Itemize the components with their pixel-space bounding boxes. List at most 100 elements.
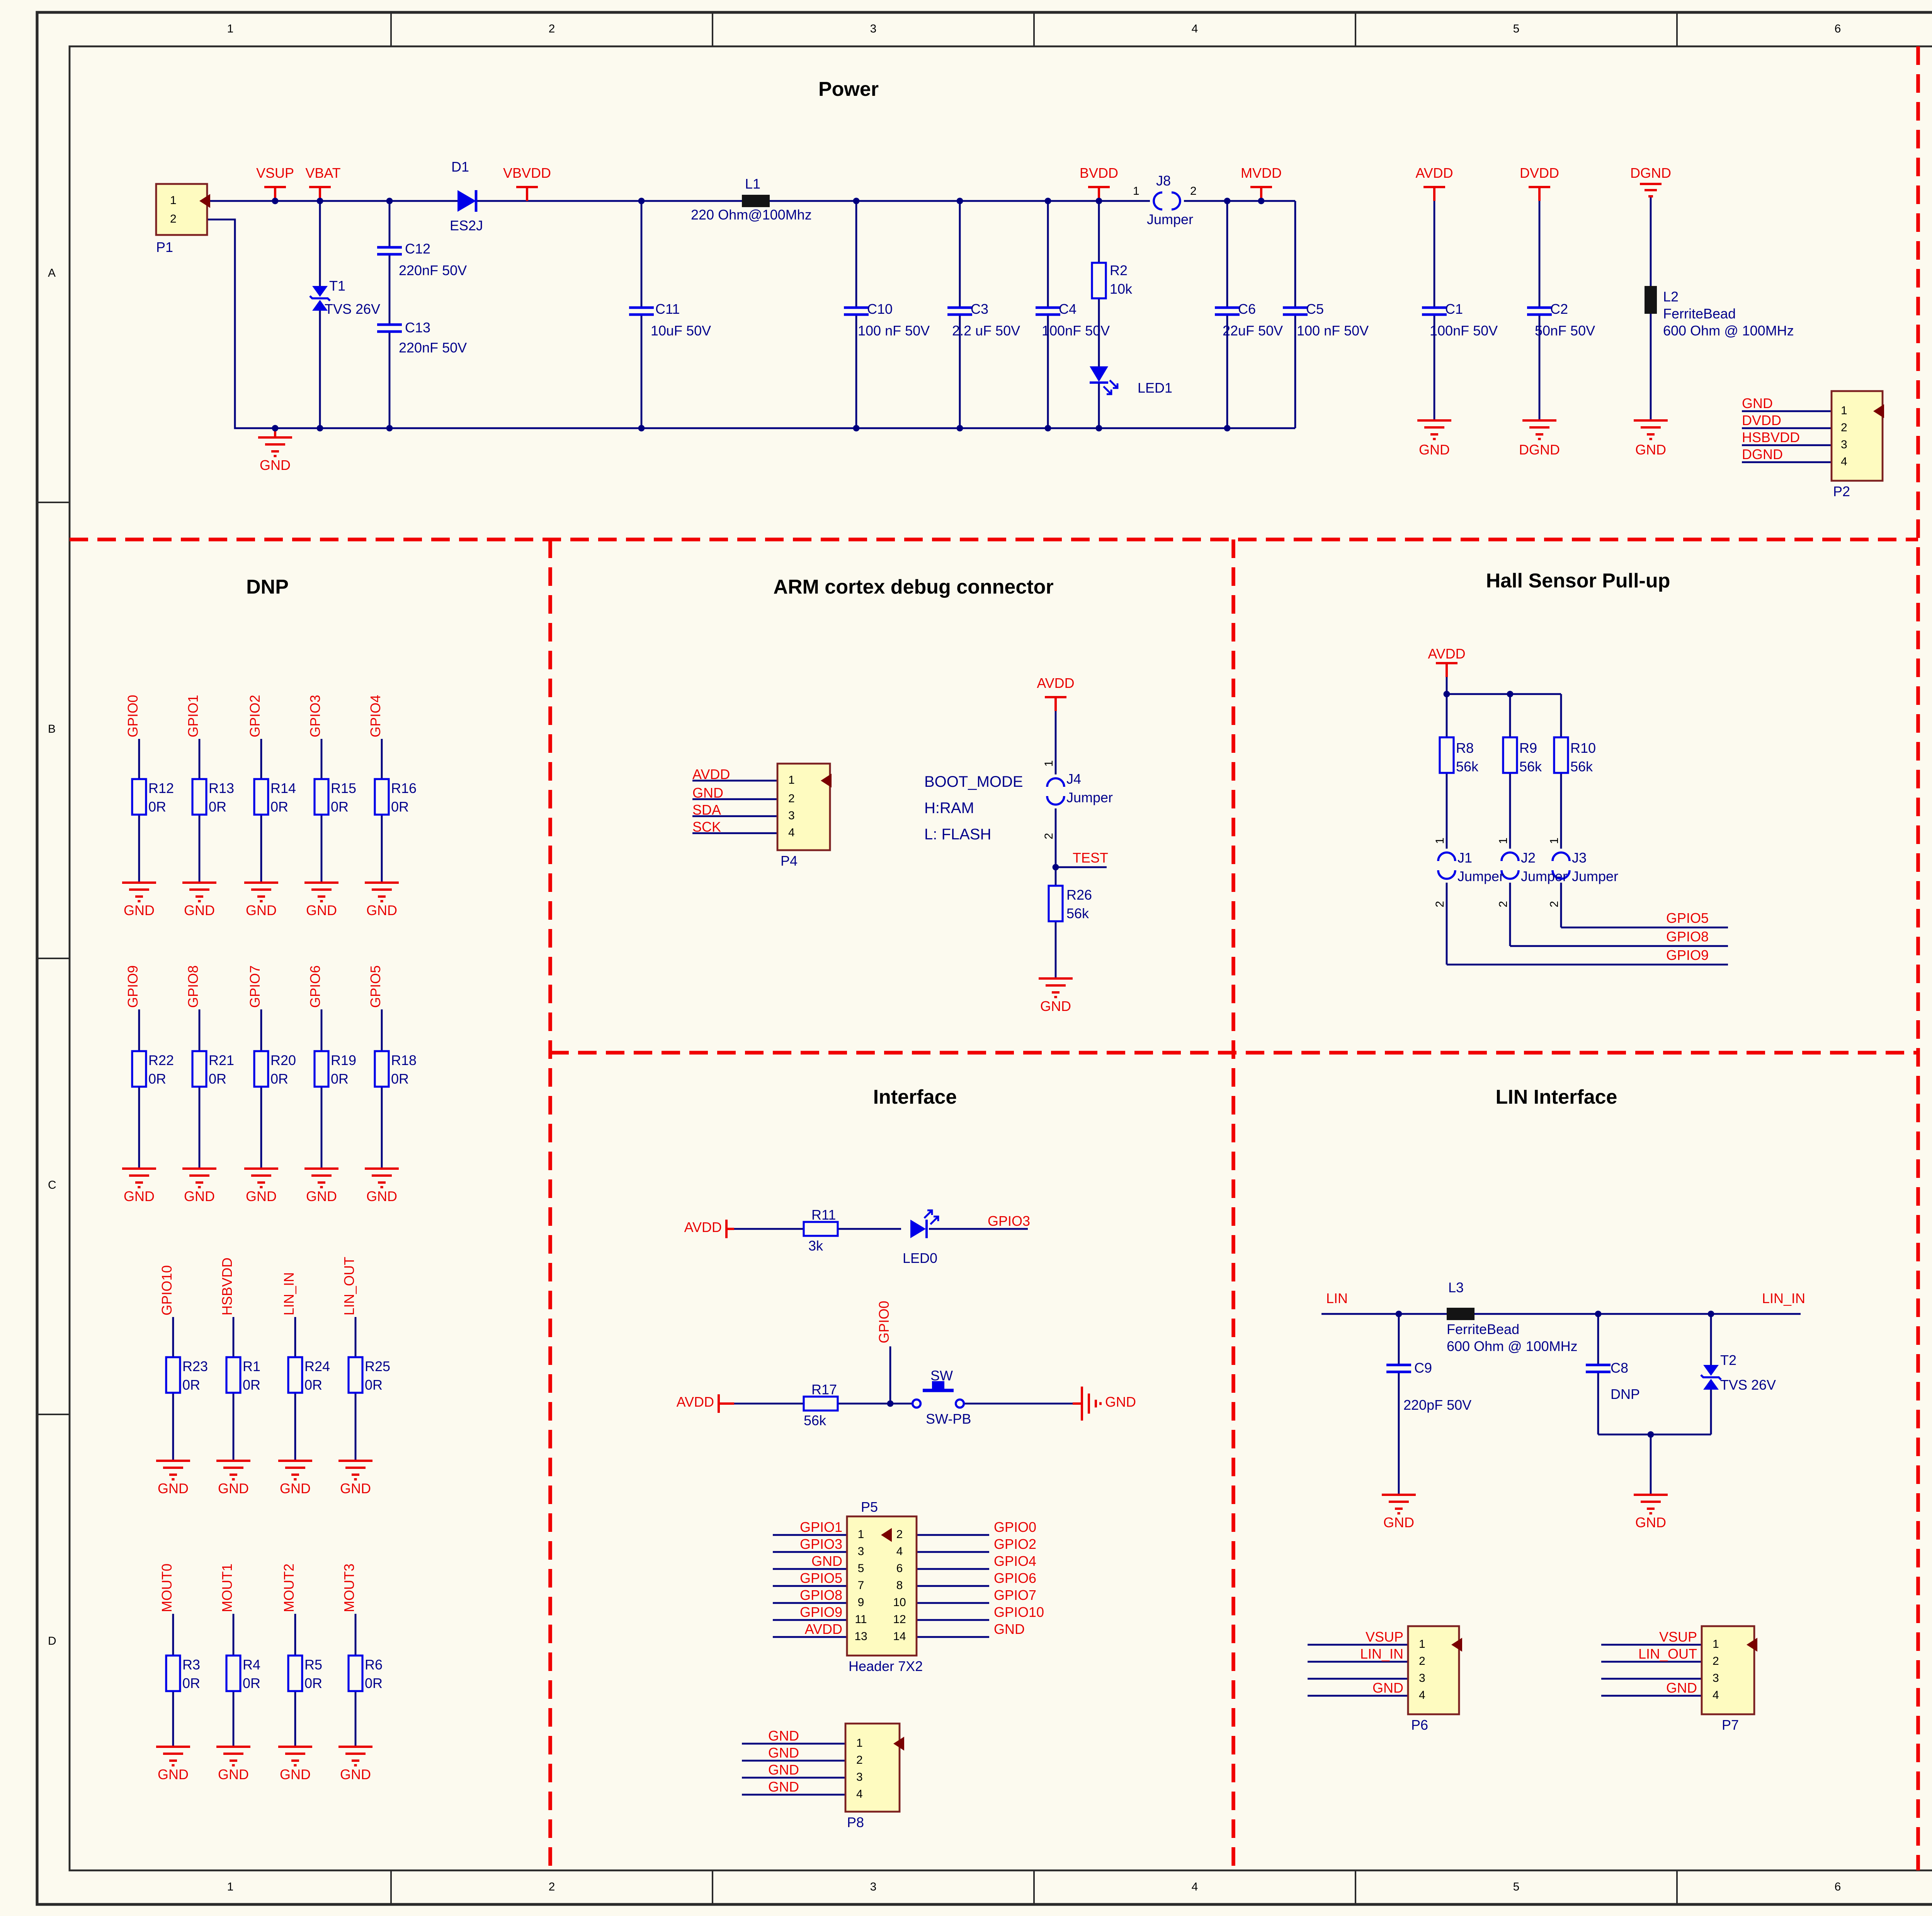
note-boot-l: L: FLASH xyxy=(924,827,992,844)
connector-p2[interactable] xyxy=(1830,390,1884,482)
val-c3: 2.2 uF 50V xyxy=(952,323,1020,339)
tvs-t2[interactable] xyxy=(1701,1365,1721,1390)
jumper-j8[interactable] xyxy=(1154,192,1180,209)
connector-p6[interactable] xyxy=(1407,1625,1460,1715)
ref-j4: J4 xyxy=(1066,771,1082,787)
net-label: GPIO5 xyxy=(1666,910,1709,926)
net-label-lin: LIN xyxy=(1326,1291,1348,1306)
led-led1[interactable] xyxy=(1090,366,1117,394)
connector-p8[interactable] xyxy=(844,1722,901,1813)
cap-c2[interactable] xyxy=(1527,308,1552,315)
connector-p4[interactable] xyxy=(776,762,831,851)
res-r11[interactable] xyxy=(804,1222,838,1236)
jumper-j4[interactable] xyxy=(1047,778,1064,805)
res-r17[interactable] xyxy=(804,1397,838,1411)
power-components[interactable] xyxy=(310,190,1657,394)
pin-number: 2 xyxy=(1042,833,1056,839)
ref: R12 xyxy=(148,781,174,796)
val-c13: 220nF 50V xyxy=(399,340,467,356)
net-label: GPIO2 xyxy=(994,1537,1037,1552)
connector-p1[interactable] xyxy=(155,183,208,236)
ref-p8: P8 xyxy=(847,1815,864,1830)
pin-number: 1 xyxy=(1496,837,1510,844)
switch-sw[interactable] xyxy=(911,1381,965,1409)
res-r8[interactable] xyxy=(1440,737,1454,773)
ref-r10: R10 xyxy=(1570,740,1596,756)
cap-c11[interactable] xyxy=(629,308,654,315)
res-r2[interactable] xyxy=(1092,263,1106,298)
power-connectors[interactable] xyxy=(155,183,1884,482)
pin-number: 2 xyxy=(170,212,177,226)
val-c8: DNP xyxy=(1611,1387,1640,1402)
val-c4: 100nF 50V xyxy=(1042,323,1110,339)
gnd-label: GND xyxy=(1383,1515,1414,1530)
pin-number: 4 xyxy=(856,1787,863,1801)
net-label: GND xyxy=(1742,396,1773,411)
val-jumper: Jumper xyxy=(1572,869,1619,884)
ferrite-l2[interactable] xyxy=(1645,286,1657,314)
ref: R6 xyxy=(365,1657,383,1673)
val: 0R xyxy=(182,1676,201,1691)
net-label: GND xyxy=(768,1762,799,1778)
connector-p7[interactable] xyxy=(1701,1625,1755,1715)
ref: R1 xyxy=(243,1359,261,1374)
net-label-test: TEST xyxy=(1073,850,1109,866)
cap-c13[interactable] xyxy=(377,325,402,332)
ref-r8: R8 xyxy=(1456,740,1474,756)
ref-c8: C8 xyxy=(1611,1360,1629,1376)
arm-components[interactable] xyxy=(776,762,1064,921)
ref-r9: R9 xyxy=(1519,740,1537,756)
grid-col: 4 xyxy=(1191,22,1198,36)
cap-c4[interactable] xyxy=(1036,308,1060,315)
connector-p5[interactable] xyxy=(846,1515,918,1657)
net-label: GPIO8 xyxy=(1666,929,1709,944)
val-r17: 56k xyxy=(804,1413,827,1428)
cap-c12[interactable] xyxy=(377,247,402,254)
cap-c1[interactable] xyxy=(1422,308,1447,315)
cap-c3[interactable] xyxy=(947,308,972,315)
gnd-label: GND xyxy=(366,903,397,918)
pin-number: 10 xyxy=(893,1595,906,1609)
ref-d1: D1 xyxy=(451,159,469,175)
pin-number: 2 xyxy=(1713,1654,1719,1668)
gnd-label: GND xyxy=(1040,999,1071,1014)
ref: R15 xyxy=(331,781,357,796)
res-r9[interactable] xyxy=(1503,737,1517,773)
cap-c5[interactable] xyxy=(1283,308,1308,315)
res-r10[interactable] xyxy=(1554,737,1568,773)
net-label: GPIO1 xyxy=(185,694,201,737)
cap-c6[interactable] xyxy=(1215,308,1240,315)
lin-components[interactable] xyxy=(1386,1308,1757,1715)
led-led0[interactable] xyxy=(910,1210,938,1238)
power-wires xyxy=(207,196,1832,463)
net-label: GPIO6 xyxy=(308,965,323,1008)
cap-c9[interactable] xyxy=(1386,1365,1411,1372)
jumper-j1[interactable] xyxy=(1438,853,1455,879)
gnd-label: GND xyxy=(1105,1394,1136,1410)
ref-c5: C5 xyxy=(1306,301,1324,317)
ref-sw: SW xyxy=(930,1368,953,1383)
ferrite-l1[interactable] xyxy=(742,195,770,207)
gnd-label: GND xyxy=(124,1189,155,1204)
net-label: AVDD xyxy=(804,1622,842,1637)
gnd-label: GND xyxy=(218,1767,249,1782)
ref-c4: C4 xyxy=(1059,301,1077,317)
val-l3-2: 600 Ohm @ 100MHz xyxy=(1447,1339,1578,1354)
ref-j1: J1 xyxy=(1458,850,1473,866)
diode-d1[interactable] xyxy=(457,190,476,212)
ref: R20 xyxy=(270,1053,296,1068)
gnd-label: GND xyxy=(218,1481,249,1496)
ref-c1: C1 xyxy=(1445,301,1463,317)
ref: R22 xyxy=(148,1053,174,1068)
res-r26[interactable] xyxy=(1049,886,1063,921)
val: 0R xyxy=(148,799,167,815)
gnd-label: GND xyxy=(280,1481,311,1496)
net-label: SCK xyxy=(692,819,721,835)
pin-number: 3 xyxy=(856,1770,863,1784)
ferrite-l3[interactable] xyxy=(1447,1308,1475,1320)
cap-c8[interactable] xyxy=(1586,1365,1611,1372)
pin-number: 1 xyxy=(1433,837,1447,844)
jumper-j2[interactable] xyxy=(1502,853,1519,879)
iface-components[interactable] xyxy=(804,1210,965,1813)
cap-c10[interactable] xyxy=(844,308,869,315)
